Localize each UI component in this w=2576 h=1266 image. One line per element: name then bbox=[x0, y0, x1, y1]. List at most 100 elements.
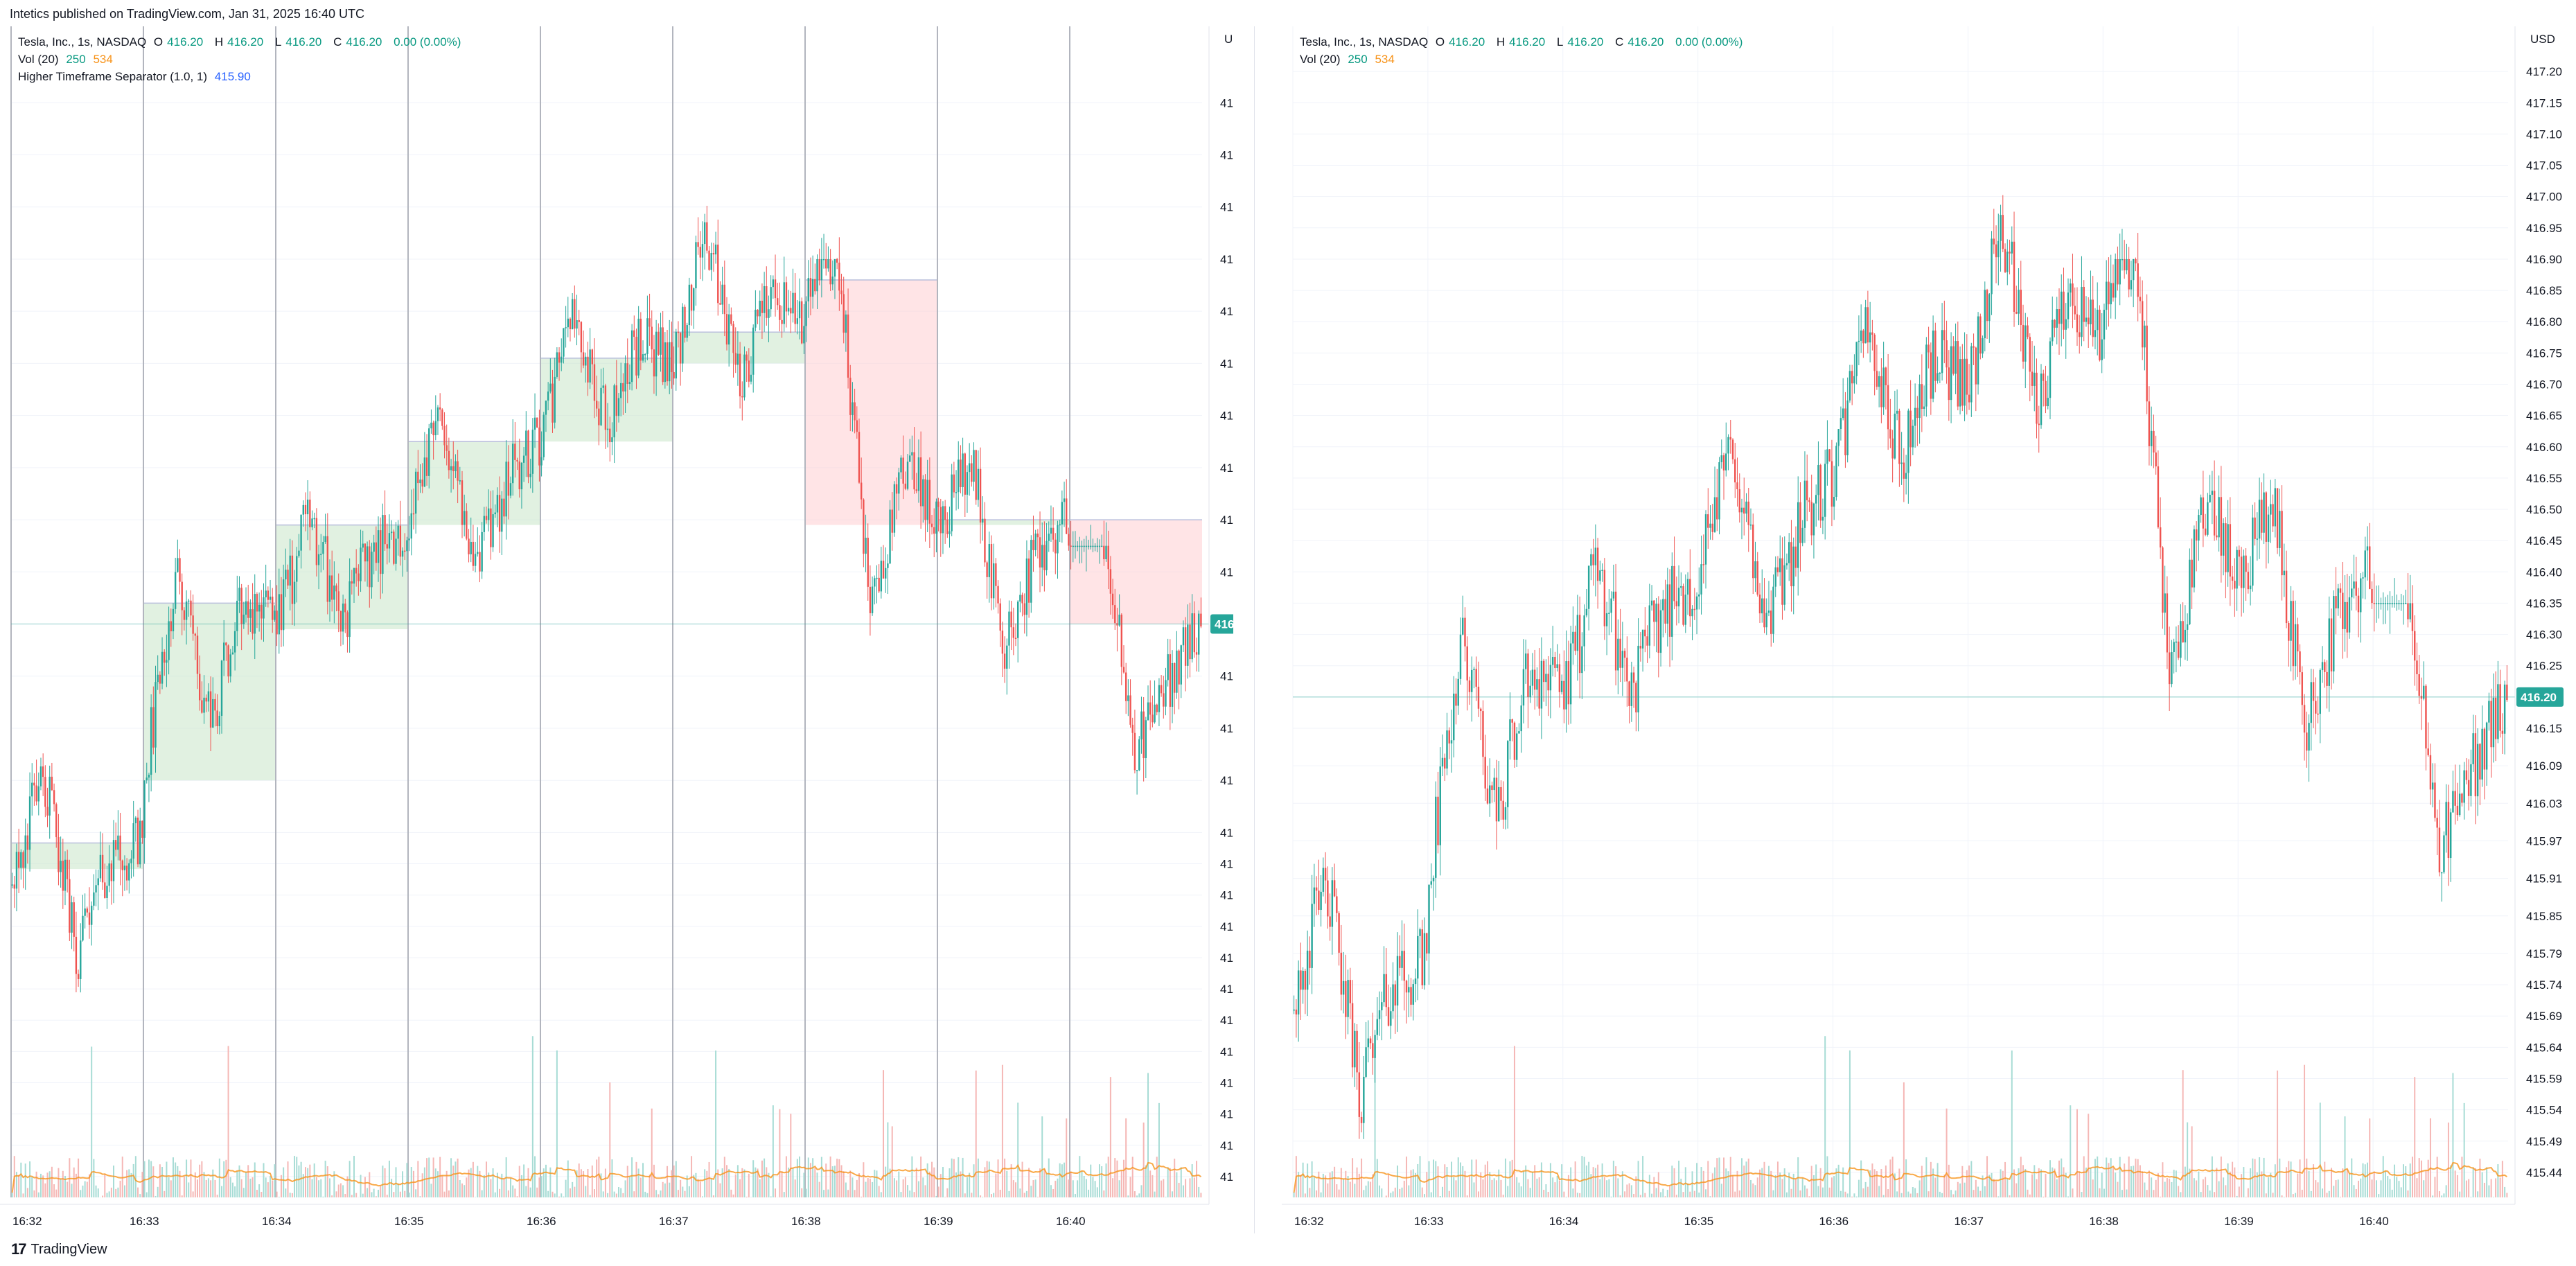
volume-bar bbox=[1509, 1161, 1511, 1197]
volume-bar bbox=[849, 1170, 852, 1197]
volume-bar bbox=[734, 1174, 736, 1197]
volume-bar bbox=[812, 1158, 814, 1197]
candle-body bbox=[1466, 646, 1468, 680]
candle-body bbox=[1952, 346, 1955, 374]
candle-body bbox=[2454, 791, 2456, 806]
candle-body bbox=[1450, 740, 1453, 744]
volume-bar bbox=[874, 1170, 876, 1197]
candle-body bbox=[71, 902, 73, 933]
volume-bar bbox=[847, 1190, 849, 1197]
candle-body bbox=[360, 547, 362, 581]
candle-body bbox=[2076, 314, 2079, 333]
volume-bar bbox=[1975, 1179, 1977, 1197]
volume-bar bbox=[1367, 1181, 1369, 1197]
candle-body bbox=[783, 282, 785, 324]
volume-bar bbox=[1136, 1195, 1138, 1197]
candle-body bbox=[1619, 638, 1621, 668]
candle-body bbox=[1041, 545, 1043, 568]
candle-body bbox=[571, 299, 574, 330]
candle-body bbox=[721, 284, 723, 305]
volume-bar bbox=[995, 1173, 997, 1197]
volume-bar bbox=[73, 1167, 75, 1197]
volume-bar bbox=[1453, 1177, 1455, 1197]
candle-body bbox=[1358, 1072, 1361, 1117]
volume-bar bbox=[2090, 1168, 2092, 1197]
volume-bar bbox=[1516, 1177, 1518, 1197]
candle-body bbox=[942, 506, 944, 534]
volume-bar bbox=[2250, 1168, 2252, 1197]
candle-body bbox=[1072, 545, 1074, 547]
candle-body bbox=[988, 544, 991, 577]
volume-bar bbox=[254, 1162, 256, 1197]
volume-bar bbox=[203, 1172, 205, 1197]
candle-body bbox=[964, 453, 966, 495]
symbol-label[interactable]: Tesla, Inc., 1s, NASDAQ bbox=[1300, 35, 1429, 49]
candle-body bbox=[346, 612, 349, 638]
candle-body bbox=[313, 518, 315, 520]
candle-body bbox=[595, 401, 598, 409]
candle-body bbox=[1576, 615, 1579, 651]
candle-body bbox=[1169, 654, 1172, 707]
candle-body bbox=[375, 542, 378, 563]
candle-body bbox=[615, 385, 618, 416]
volume-bar bbox=[1125, 1118, 1127, 1197]
candle-body bbox=[2290, 601, 2292, 641]
candle-body bbox=[604, 385, 607, 430]
candle-body bbox=[1547, 674, 1549, 691]
candle-body bbox=[1828, 449, 1830, 461]
volume-bar bbox=[1122, 1159, 1124, 1197]
volume-bar bbox=[2108, 1163, 2110, 1197]
candle-body bbox=[2438, 827, 2441, 872]
candle-body bbox=[1560, 680, 1563, 692]
legend-volume-row[interactable]: Vol (20) 250 534 bbox=[18, 51, 465, 68]
volume-bar bbox=[2326, 1193, 2328, 1197]
candle-body bbox=[646, 318, 649, 354]
time-tick-label: 16:39 bbox=[924, 1215, 953, 1228]
volume-bar bbox=[514, 1188, 516, 1197]
volume-bar bbox=[829, 1157, 831, 1197]
volume-bar bbox=[2002, 1170, 2004, 1197]
volume-bar bbox=[2364, 1164, 2366, 1197]
volume-bar bbox=[2427, 1159, 2429, 1197]
volume-bar bbox=[801, 1188, 803, 1197]
volume-bar bbox=[1518, 1182, 1520, 1197]
candle-body bbox=[2312, 682, 2315, 701]
candle-body bbox=[2000, 215, 2002, 241]
volume-bar bbox=[1691, 1171, 1693, 1197]
candle-body bbox=[2220, 497, 2223, 556]
candle-body bbox=[1105, 545, 1107, 560]
volume-bar bbox=[869, 1178, 871, 1197]
chart-panel-right[interactable]: USD 417.20 417.15 417.10 417.05 417.00 416.95 4… bbox=[1282, 26, 2576, 1233]
volume-bar bbox=[942, 1167, 944, 1197]
volume-bar bbox=[2342, 1168, 2344, 1197]
volume-bar bbox=[715, 1050, 717, 1197]
legend-indicator-row[interactable]: Higher Timeframe Separator (1.0, 1) 415.… bbox=[18, 68, 465, 85]
candle-body bbox=[130, 859, 132, 863]
candle-body bbox=[748, 360, 750, 382]
volume-bar bbox=[1909, 1193, 1912, 1197]
candle-body bbox=[1650, 600, 1653, 606]
volume-bar bbox=[1977, 1186, 1979, 1197]
volume-bar bbox=[1955, 1190, 1957, 1197]
symbol-label[interactable]: Tesla, Inc., 1s, NASDAQ bbox=[18, 35, 147, 49]
volume-bar bbox=[660, 1190, 662, 1197]
volume-bar bbox=[192, 1191, 194, 1197]
volume-bar bbox=[1876, 1171, 1878, 1197]
volume-bar bbox=[2137, 1159, 2139, 1197]
candle-body bbox=[1311, 904, 1313, 968]
volume-bar bbox=[2447, 1122, 2449, 1197]
candle-body bbox=[439, 407, 441, 410]
volume-bar bbox=[622, 1193, 624, 1197]
volume-bar bbox=[1156, 1157, 1158, 1197]
candle-body bbox=[1309, 950, 1311, 968]
candle-body bbox=[342, 604, 344, 632]
volume-bar bbox=[755, 1167, 757, 1197]
candle-body bbox=[183, 610, 186, 620]
candle-body bbox=[827, 258, 829, 269]
candle-body bbox=[697, 242, 699, 247]
footer-brand[interactable]: 17 TradingView bbox=[11, 1240, 107, 1258]
chart-panel-left[interactable]: USD417.20417.10417.00416.90416.80416.704… bbox=[0, 26, 1233, 1233]
volume-bar bbox=[1639, 1195, 1641, 1197]
candle-body bbox=[649, 318, 651, 327]
legend-volume-row[interactable]: Vol (20) 250 534 bbox=[1300, 51, 1747, 68]
